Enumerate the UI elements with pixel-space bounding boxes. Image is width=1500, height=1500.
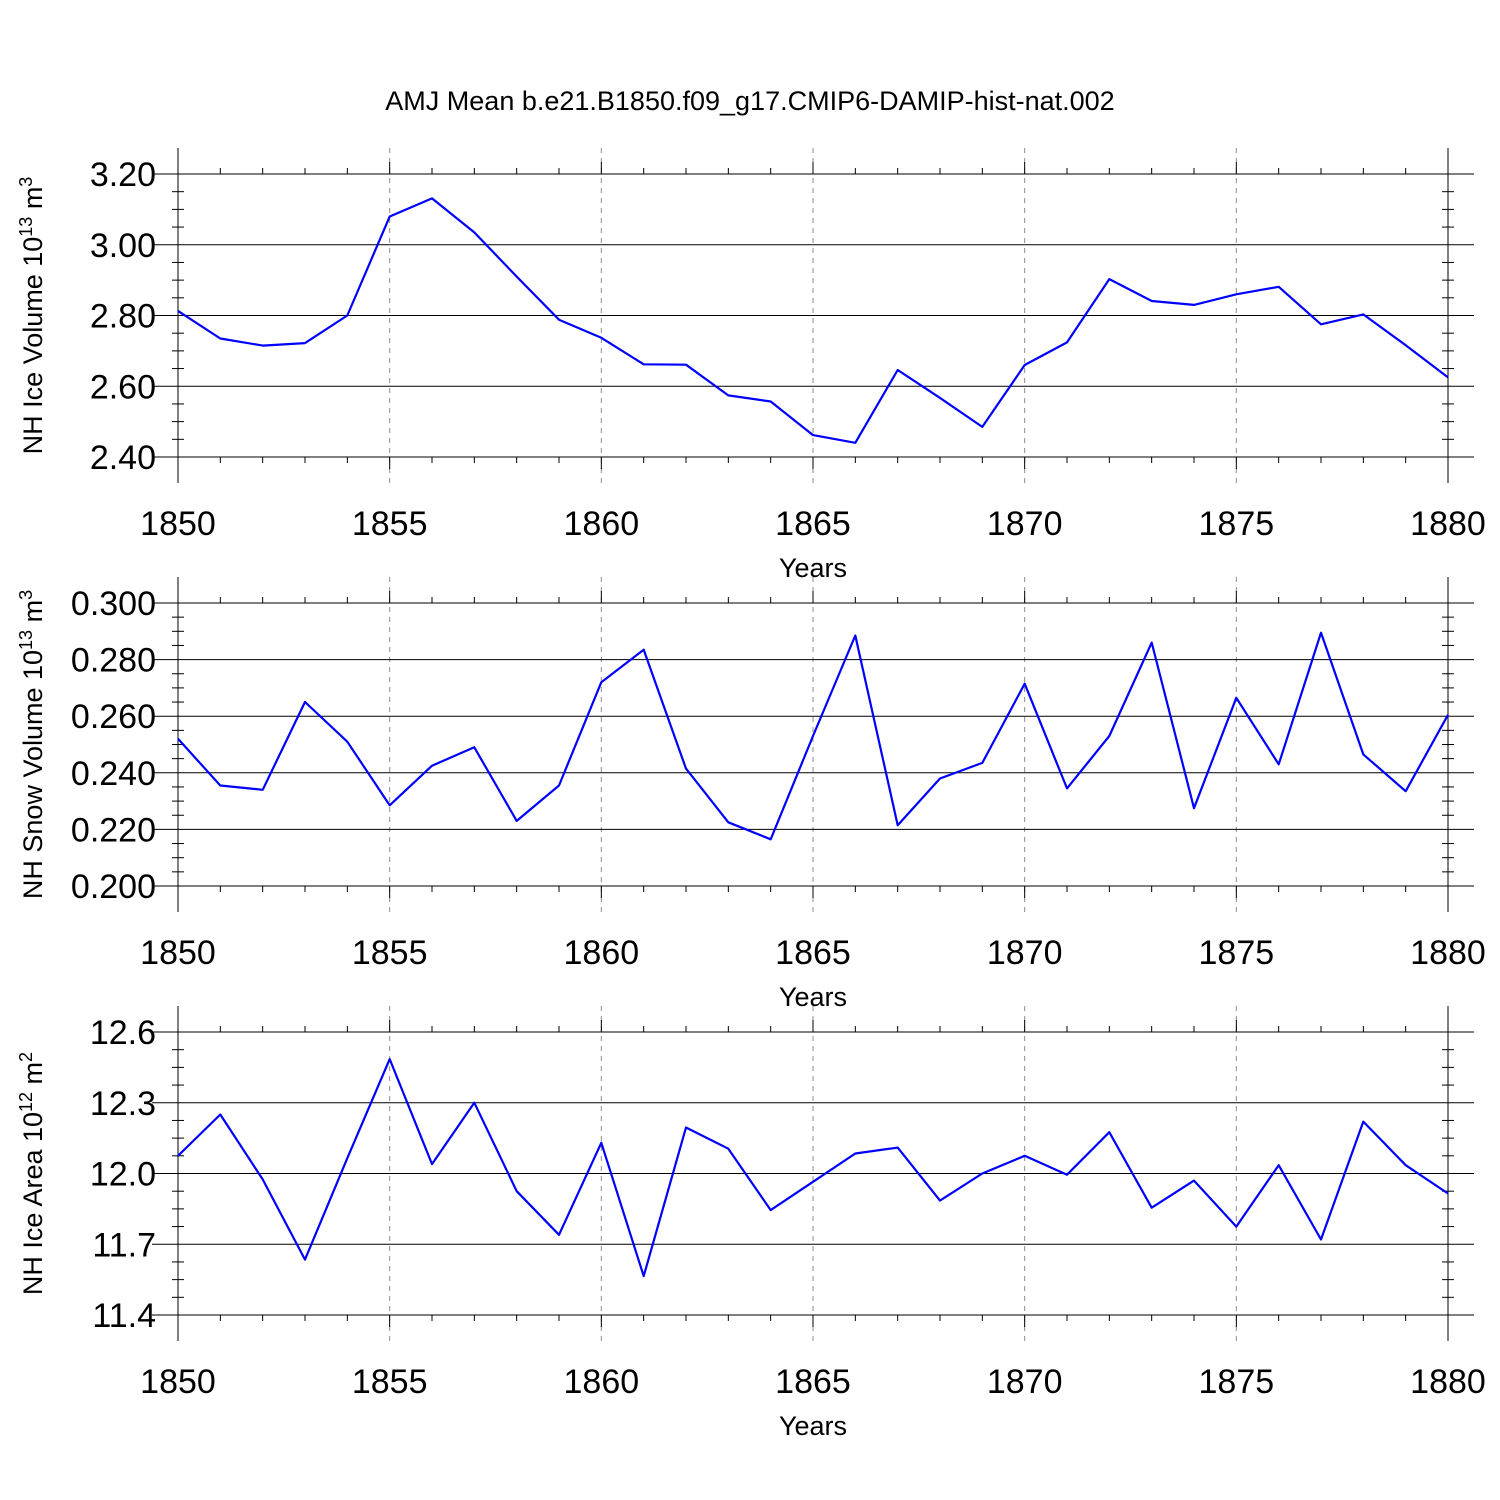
x-tick-label: 1850: [140, 505, 216, 543]
y-tick-label: 2.80: [90, 298, 156, 336]
x-tick-label: 1860: [564, 505, 640, 543]
x-tick-label: 1860: [564, 934, 640, 972]
y-tick-label: 12.0: [90, 1156, 156, 1194]
x-tick-label: 1855: [352, 505, 428, 543]
y-tick-label: 0.280: [71, 642, 156, 680]
y-axis-title: NH Snow Volume 1013 m3: [16, 590, 48, 899]
x-tick-label: 1860: [564, 1363, 640, 1401]
x-tick-label: 1850: [140, 934, 216, 972]
y-tick-label: 2.60: [90, 368, 156, 406]
y-tick-label: 0.200: [71, 868, 156, 906]
x-tick-label: 1865: [775, 934, 851, 972]
y-tick-label: 0.220: [71, 811, 156, 849]
x-tick-label: 1875: [1199, 934, 1275, 972]
x-axis-title: Years: [779, 1411, 847, 1441]
y-tick-label: 0.300: [71, 585, 156, 623]
y-axis-title: NH Ice Area 1012 m2: [16, 1052, 48, 1295]
x-tick-label: 1855: [352, 1363, 428, 1401]
x-tick-label: 1870: [987, 934, 1063, 972]
y-tick-label: 11.7: [92, 1226, 156, 1264]
y-tick-label: 3.00: [90, 227, 156, 265]
panel-2: 0.200 0.220 0.240 0.260 0.280 0.300 1850 1855 18…: [16, 577, 1486, 1012]
y-tick-label: 0.260: [71, 698, 156, 736]
x-tick-label: 1880: [1410, 934, 1486, 972]
y-tick-label: 2.40: [90, 439, 156, 477]
panel-3: 11.4 11.7 12.0 12.3 12.6 1850 1855 1860 1865 1870…: [16, 1006, 1486, 1441]
x-tick-label: 1880: [1410, 1363, 1486, 1401]
x-tick-label: 1880: [1410, 505, 1486, 543]
y-tick-label: 0.240: [71, 755, 156, 793]
y-tick-label: 12.6: [90, 1014, 156, 1052]
figure-title: AMJ Mean b.e21.B1850.f09_g17.CMIP6-DAMIP…: [385, 86, 1114, 116]
x-tick-label: 1870: [987, 505, 1063, 543]
x-tick-label: 1875: [1199, 505, 1275, 543]
y-tick-label: 11.4: [92, 1297, 156, 1335]
y-tick-label: 12.3: [90, 1085, 156, 1123]
panel-1: 2.40 2.60 2.80 3.00 3.20 1850 1855 1860 1865 1870…: [16, 148, 1486, 583]
x-tick-label: 1875: [1199, 1363, 1275, 1401]
x-tick-label: 1865: [775, 1363, 851, 1401]
x-tick-label: 1855: [352, 934, 428, 972]
x-tick-label: 1850: [140, 1363, 216, 1401]
x-tick-label: 1865: [775, 505, 851, 543]
y-axis-title: NH Ice Volume 1013 m3: [16, 177, 48, 455]
y-tick-label: 3.20: [90, 156, 156, 194]
x-tick-label: 1870: [987, 1363, 1063, 1401]
